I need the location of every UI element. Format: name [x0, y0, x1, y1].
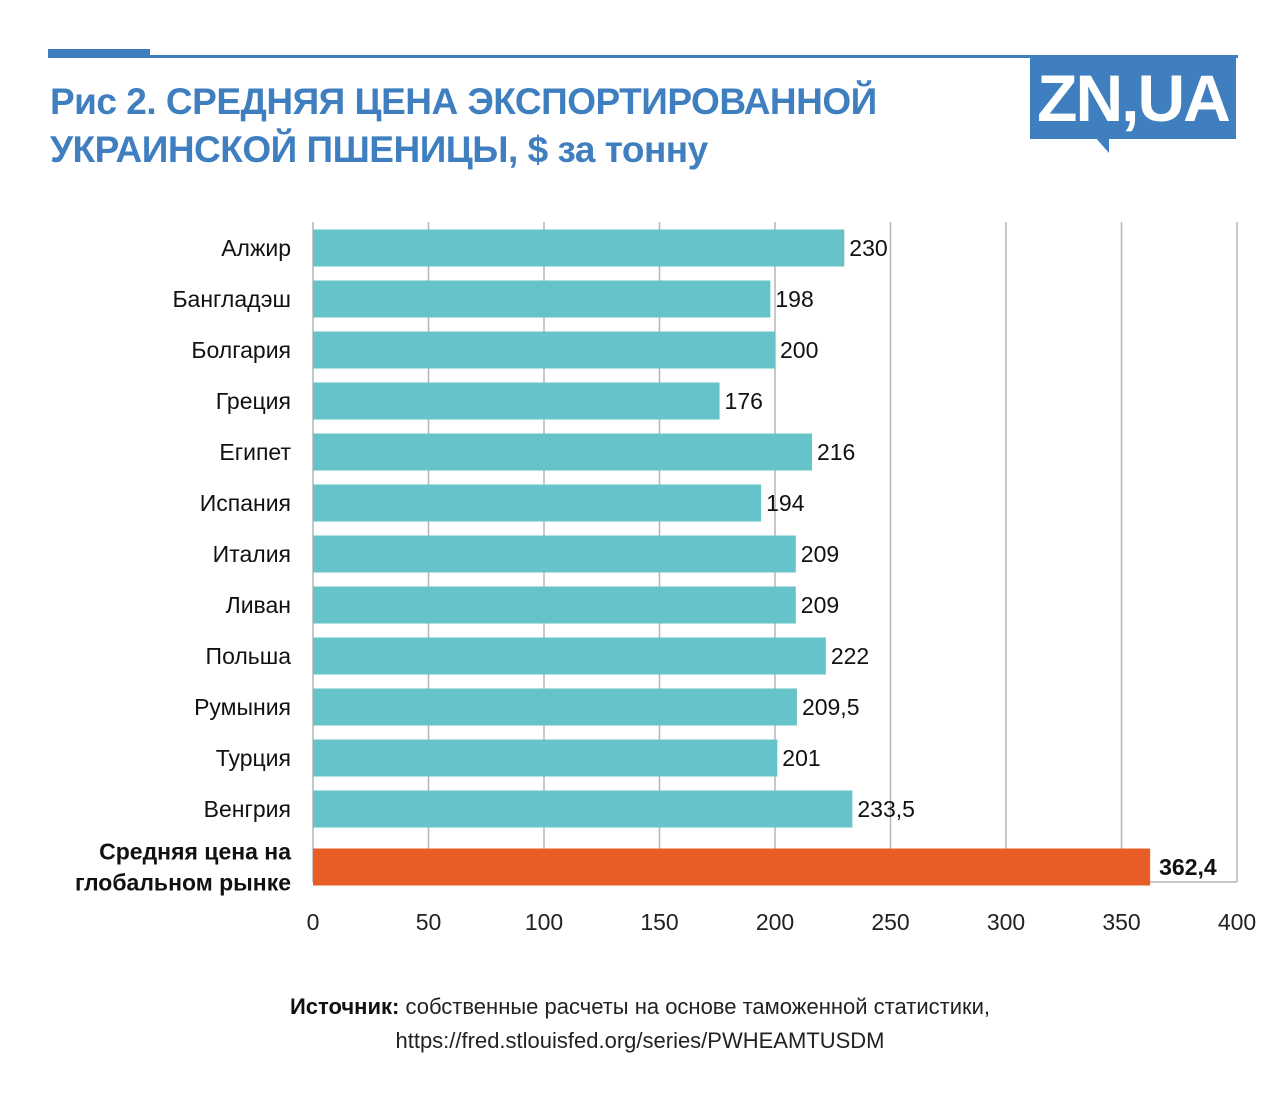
category-label: Румыния	[194, 694, 291, 720]
source-url: https://fred.stlouisfed.org/series/PWHEA…	[395, 1028, 885, 1053]
bar	[313, 331, 775, 369]
category-label: Ливан	[226, 592, 291, 618]
category-label: Средняя цена на	[99, 839, 291, 865]
x-tick-label: 350	[1102, 909, 1140, 935]
category-label: Бангладэш	[172, 286, 291, 312]
bar-chart: 0 50 100 150 200 250 300 350 400 230 Алжир 198 Бангл…	[75, 222, 1256, 935]
bar	[313, 535, 796, 573]
x-tick-label: 200	[756, 909, 794, 935]
bar	[313, 790, 853, 828]
bar	[313, 382, 720, 420]
data-label: 233,5	[857, 796, 915, 822]
category-label: Турция	[216, 745, 291, 771]
x-tick-label: 300	[987, 909, 1025, 935]
bar	[313, 586, 796, 624]
x-tick-label: 100	[525, 909, 563, 935]
zn-ua-logo: ZN,UA	[1030, 57, 1236, 139]
data-label: 200	[780, 337, 818, 363]
bar	[313, 688, 797, 726]
header-rule	[48, 55, 1238, 58]
title-line-2: УКРАИНСКОЙ ПШЕНИЦЫ, $ за тонну	[50, 129, 708, 170]
category-label: Польша	[206, 643, 292, 669]
data-label: 209	[801, 592, 839, 618]
data-label: 362,4	[1159, 854, 1217, 880]
source-label: Источник:	[289, 994, 400, 1019]
category-label: Египет	[219, 439, 291, 465]
category-label: глобальном рынке	[75, 870, 291, 896]
data-label: 198	[775, 286, 813, 312]
category-label: Испания	[200, 490, 291, 516]
data-label: 209,5	[802, 694, 860, 720]
category-label: Греция	[216, 388, 291, 414]
x-tick-label: 250	[871, 909, 909, 935]
category-label: Италия	[213, 541, 291, 567]
bar	[313, 280, 771, 318]
x-tick-label: 150	[640, 909, 678, 935]
category-label: Алжир	[221, 235, 291, 261]
data-label: 209	[801, 541, 839, 567]
data-label: 230	[849, 235, 887, 261]
x-tick-label: 0	[307, 909, 320, 935]
data-label: 194	[766, 490, 805, 516]
category-label: Болгария	[191, 337, 291, 363]
data-label: 216	[817, 439, 855, 465]
source-note: Источник: собственные расчеты на основе …	[0, 990, 1280, 1058]
header-accent-bar	[48, 49, 150, 57]
title-line-1: Рис 2. СРЕДНЯЯ ЦЕНА ЭКСПОРТИРОВАННОЙ	[50, 81, 877, 122]
data-label: 176	[725, 388, 763, 414]
x-tick-label: 400	[1218, 909, 1256, 935]
bar	[313, 637, 826, 675]
data-label: 222	[831, 643, 869, 669]
bar	[313, 484, 762, 522]
chart-title: Рис 2. СРЕДНЯЯ ЦЕНА ЭКСПОРТИРОВАННОЙ УКР…	[50, 78, 877, 174]
bar	[313, 739, 778, 777]
bar	[313, 229, 845, 267]
category-label: Венгрия	[204, 796, 291, 822]
x-tick-label: 50	[416, 909, 442, 935]
source-text: собственные расчеты на основе таможенной…	[399, 994, 991, 1019]
data-label: 201	[782, 745, 820, 771]
bar	[313, 848, 1151, 886]
bar	[313, 433, 812, 471]
logo-speech-tail	[1095, 137, 1109, 153]
